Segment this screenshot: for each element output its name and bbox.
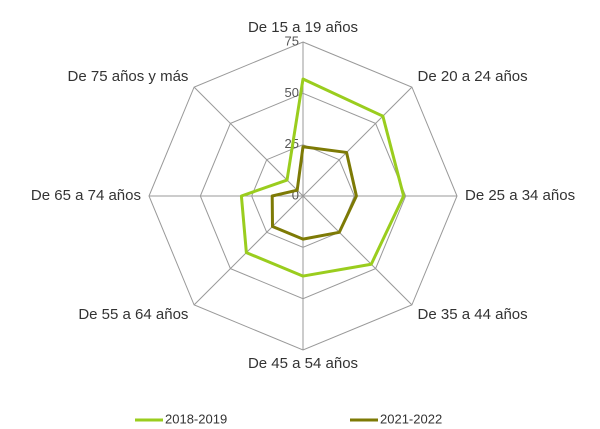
category-label: De 20 a 24 años [418,68,528,85]
category-label: De 35 a 44 años [418,306,528,323]
spoke [193,86,304,197]
y-tick-label: 0 [292,187,299,202]
category-label: De 55 a 64 años [78,306,188,323]
spoke [302,86,413,197]
spoke [302,195,413,306]
category-label: De 25 a 34 años [465,187,575,204]
category-label: De 15 a 19 años [248,19,358,36]
legend-label: 2018-2019 [165,411,227,426]
category-label: De 45 a 54 años [248,355,358,372]
y-tick-label: 50 [285,85,299,100]
series-line [239,77,406,278]
legend-label: 2021-2022 [380,411,442,426]
spoke [193,195,304,306]
y-tick-label: 75 [285,33,299,48]
series-line [270,145,358,241]
category-label: De 65 a 74 años [31,187,141,204]
category-label: De 75 años y más [68,68,189,85]
